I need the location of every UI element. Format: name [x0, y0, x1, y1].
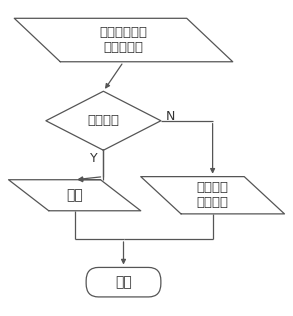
Text: 一条新的病人
的住院数据: 一条新的病人 的住院数据	[100, 26, 147, 54]
Text: 正常: 正常	[66, 188, 83, 202]
FancyBboxPatch shape	[86, 267, 161, 297]
Text: Y: Y	[89, 151, 97, 165]
Text: 结束: 结束	[115, 275, 132, 289]
Text: N: N	[166, 110, 176, 123]
Text: 异常（挂
床就医）: 异常（挂 床就医）	[197, 181, 229, 209]
Text: 挂床模型: 挂床模型	[87, 114, 119, 127]
